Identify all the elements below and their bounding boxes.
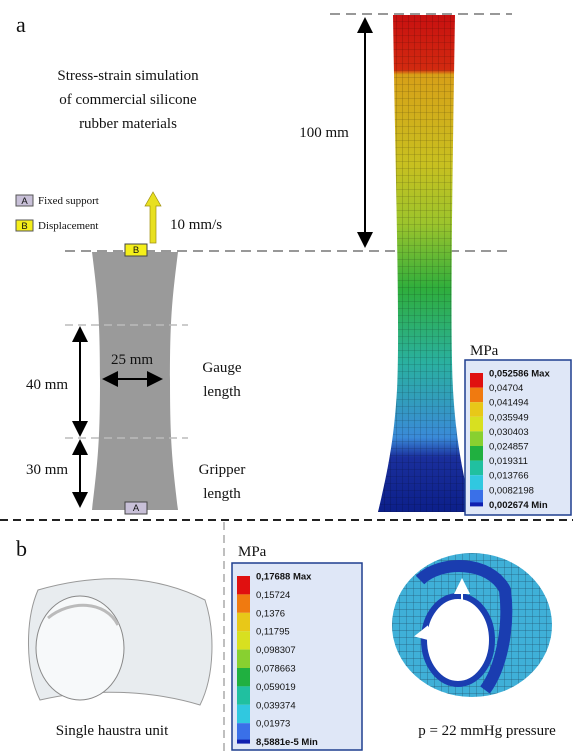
legend-label: 8,5881e-5 Min [256, 737, 318, 748]
legend-swatch [237, 576, 250, 595]
legend: 0,17688 Max 0,15724 0,1376 0,11795 0,098307 0… [237, 572, 318, 748]
fe-haustra [392, 553, 552, 697]
panel-a: a Stress-strain simulation of commercial… [15, 12, 572, 516]
legend-swatch [237, 686, 250, 705]
legend-swatch [237, 594, 250, 613]
legend: 0,052586 Max 0,04704 0,041494 0,035949 0,030… [470, 369, 550, 511]
box-label: B [133, 245, 139, 256]
title-line: of commercial silicone [59, 92, 197, 108]
legend-swatch [470, 475, 483, 490]
legend-swatch [237, 723, 250, 742]
pressure-label: p = 22 mmHg pressure [418, 723, 556, 739]
legend-unit: MPa [470, 343, 499, 359]
legend-label: 0,039374 [256, 700, 296, 711]
legend-label: 0,17688 Max [256, 572, 312, 583]
legend-label: 0,013766 [489, 471, 529, 482]
gripper-label: Gripper [199, 462, 246, 478]
legend-swatch [470, 416, 483, 432]
legend-swatch [470, 402, 483, 417]
legend-swatch [470, 387, 483, 403]
support-text: Displacement [38, 220, 98, 232]
legend-swatch [237, 612, 250, 632]
legend-swatch [470, 460, 483, 476]
support-box [15, 194, 34, 207]
legend-label: 0,098307 [256, 645, 296, 656]
legend-swatch [237, 704, 250, 724]
box-label: A [133, 503, 140, 514]
title-line: rubber materials [79, 116, 177, 132]
legend-label: 0,01973 [256, 719, 290, 730]
gripper-label: length [203, 486, 241, 502]
support-text: Fixed support [38, 195, 99, 207]
dimension-label: 30 mm [26, 462, 68, 478]
legend-unit: MPa [238, 544, 267, 560]
legend-label: 0,002674 Min [489, 500, 548, 511]
legend-swatch [470, 446, 483, 461]
support-box-label: B [21, 221, 27, 232]
panel-label: b [16, 536, 27, 561]
speed-label: 10 mm/s [170, 217, 222, 233]
legend-label: 0,11795 [256, 627, 290, 638]
caption: Single haustra unit [56, 723, 169, 739]
legend-swatch [237, 631, 250, 650]
haustra-unit [28, 578, 213, 706]
support-box [15, 219, 34, 232]
legend-swatch [470, 489, 483, 505]
legend-label: 0,041494 [489, 398, 529, 409]
title-line: Stress-strain simulation [57, 68, 199, 84]
legend-label: 0,030403 [489, 427, 529, 438]
legend-label: 0,15724 [256, 590, 290, 601]
legend-label: 0,04704 [489, 383, 523, 394]
legend-label: 0,1376 [256, 608, 285, 619]
gauge-label: Gauge [202, 360, 241, 376]
dimension-label: 25 mm [111, 352, 153, 368]
box-b [124, 243, 148, 257]
legend-label: 0,0082198 [489, 485, 534, 496]
legend-swatch [470, 502, 483, 507]
legend-swatch [237, 668, 250, 687]
gauge-label: length [203, 384, 241, 400]
legend-label: 0,078663 [256, 664, 296, 675]
dimension-label: 100 mm [299, 125, 349, 141]
legend-swatch [470, 431, 483, 446]
legend-label: 0,059019 [256, 682, 296, 693]
legend-label: 0,052586 Max [489, 369, 550, 380]
specimen [92, 252, 178, 510]
legend-label: 0,024857 [489, 442, 529, 453]
displacement-arrow [144, 191, 162, 244]
legend-label: 0,035949 [489, 412, 529, 423]
dimension-label: 40 mm [26, 377, 68, 393]
legend-label: 0,019311 [489, 456, 528, 467]
panel-b: b Single haustra unit MPa 0,17688 Max0,1… [16, 536, 556, 751]
legend-swatch [470, 373, 483, 388]
legend-box [231, 562, 363, 751]
legend-swatch [237, 649, 250, 668]
panel-label: a [16, 12, 26, 37]
box-a [124, 501, 148, 515]
pressure-symbol: p [455, 618, 463, 634]
support-box-label: A [21, 196, 28, 207]
legend-swatch [237, 739, 250, 744]
fe-specimen [378, 15, 472, 512]
